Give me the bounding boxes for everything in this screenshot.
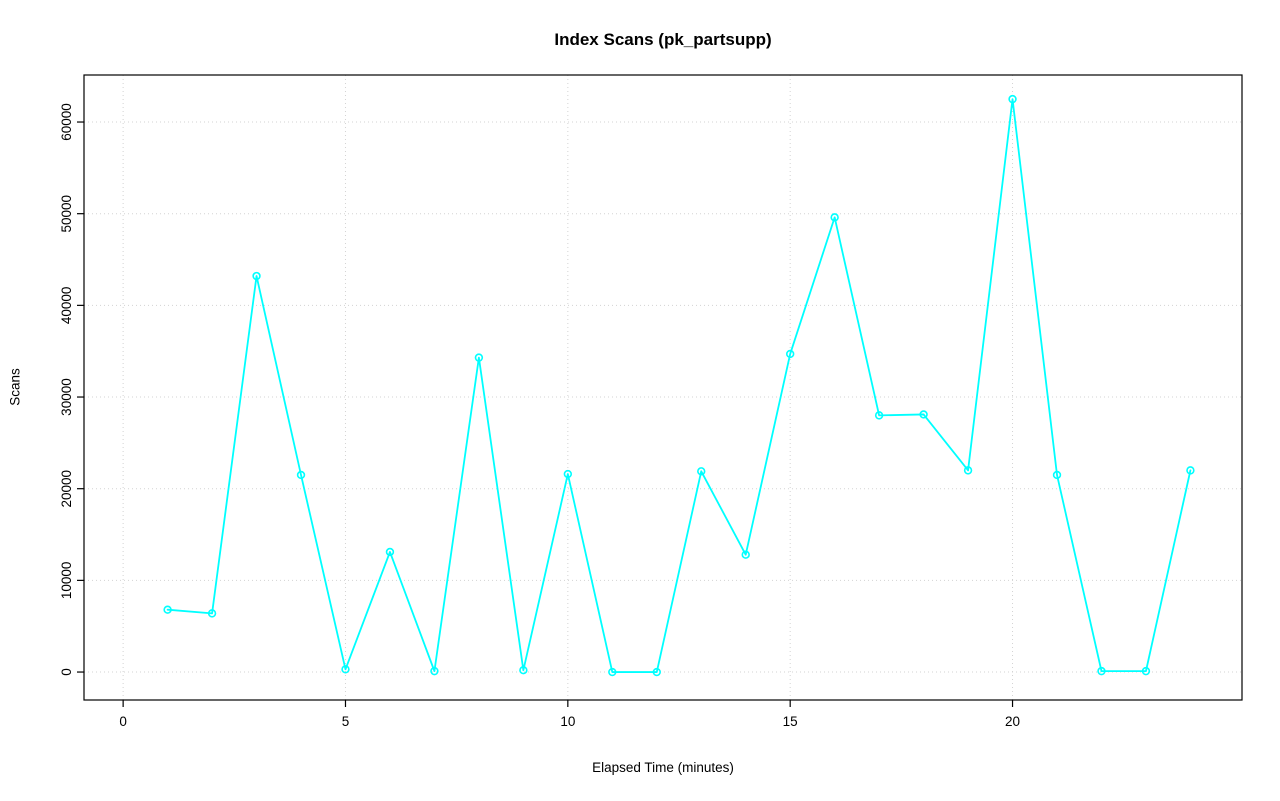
y-tick-label: 40000 (59, 287, 74, 325)
data-point (341, 665, 350, 674)
data-point (608, 667, 617, 677)
data-point (385, 547, 395, 557)
data-point (252, 271, 261, 281)
y-tick-label: 10000 (59, 562, 74, 600)
x-tick-label: 15 (783, 714, 798, 729)
data-point (1097, 666, 1106, 676)
data-point (1186, 466, 1195, 475)
x-axis-label: Elapsed Time (minutes) (592, 760, 734, 775)
data-point (652, 667, 661, 677)
data-point (163, 605, 172, 614)
x-tick-label: 10 (560, 714, 575, 729)
y-tick-label: 0 (59, 668, 74, 676)
y-tick-label: 50000 (59, 195, 74, 233)
plot-box (83, 74, 1243, 701)
x-tick-label: 5 (342, 714, 350, 729)
data-point (519, 666, 528, 675)
chart-title: Index Scans (pk_partsupp) (554, 30, 772, 49)
y-tick-label: 30000 (59, 378, 74, 416)
data-point (963, 466, 973, 475)
data-point (1008, 94, 1017, 104)
data-point (874, 411, 884, 420)
data-point (474, 353, 484, 362)
data-point (785, 349, 795, 359)
data-point (830, 213, 839, 222)
data-point (207, 609, 217, 618)
y-tick-label: 60000 (59, 103, 74, 141)
data-point (1141, 666, 1151, 676)
series-line (166, 98, 1192, 673)
data-point (697, 467, 706, 476)
data-point (1052, 470, 1062, 480)
data-point (430, 666, 439, 676)
data-point (919, 410, 928, 419)
y-tick-label: 20000 (59, 470, 74, 508)
data-point (741, 550, 750, 559)
data-point (296, 470, 306, 480)
x-tick-label: 20 (1005, 714, 1020, 729)
x-tick-label: 0 (119, 714, 127, 729)
data-point (563, 469, 573, 479)
